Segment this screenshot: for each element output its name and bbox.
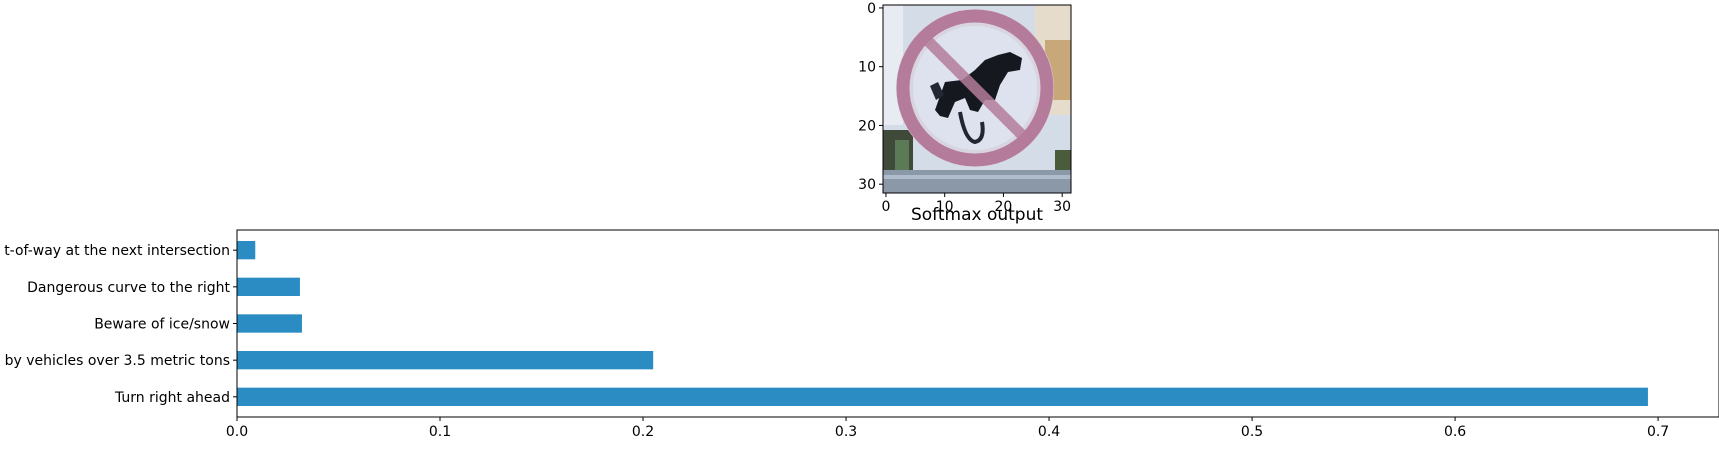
bar: [237, 387, 1648, 406]
image-x-ticks: 0 10 20 30: [881, 193, 1071, 215]
bar: [237, 241, 256, 260]
image-y-ticks: 0 10 20 30: [858, 1, 883, 193]
x-tick-label: 0.7: [1647, 424, 1669, 440]
bar: [237, 277, 300, 296]
category-label: t-of-way at the next intersection: [4, 243, 230, 259]
x-tick-label: 0.1: [429, 424, 451, 440]
image-x-tick-label: 10: [936, 199, 954, 215]
x-tick-label: 0.3: [835, 424, 857, 440]
image-y-tick-label: 30: [858, 177, 876, 193]
image-panel: 0 10 20 30 0 10 20 30: [858, 1, 1072, 215]
image-y-tick-label: 10: [858, 60, 876, 76]
category-label: Beware of ice/snow: [94, 317, 230, 333]
category-label: Turn right ahead: [114, 390, 230, 406]
bar: [237, 351, 654, 370]
image-x-tick-label: 20: [995, 199, 1013, 215]
x-tick-label: 0.0: [226, 424, 248, 440]
x-tick-label: 0.6: [1444, 424, 1466, 440]
bar: [237, 314, 302, 333]
x-tick-label: 0.2: [632, 424, 654, 440]
image-y-tick-label: 0: [867, 1, 876, 17]
bars: [237, 241, 1648, 406]
image-x-tick-label: 0: [881, 199, 890, 215]
category-label: by vehicles over 3.5 metric tons: [5, 353, 230, 369]
x-axis-ticks: 0.0 0.1 0.2 0.3 0.4 0.5 0.6 0.7: [226, 417, 1669, 440]
x-tick-label: 0.5: [1241, 424, 1263, 440]
x-tick-label: 0.4: [1038, 424, 1060, 440]
traffic-sign-image: [883, 5, 1071, 193]
image-x-tick-label: 30: [1053, 199, 1071, 215]
chart-title: Softmax output: [911, 205, 1043, 225]
y-axis-ticks: Turn right ahead by vehicles over 3.5 met…: [4, 243, 237, 406]
image-axes-frame: [882, 4, 1072, 194]
category-label: Dangerous curve to the right: [27, 280, 230, 296]
image-y-tick-label: 20: [858, 118, 876, 134]
